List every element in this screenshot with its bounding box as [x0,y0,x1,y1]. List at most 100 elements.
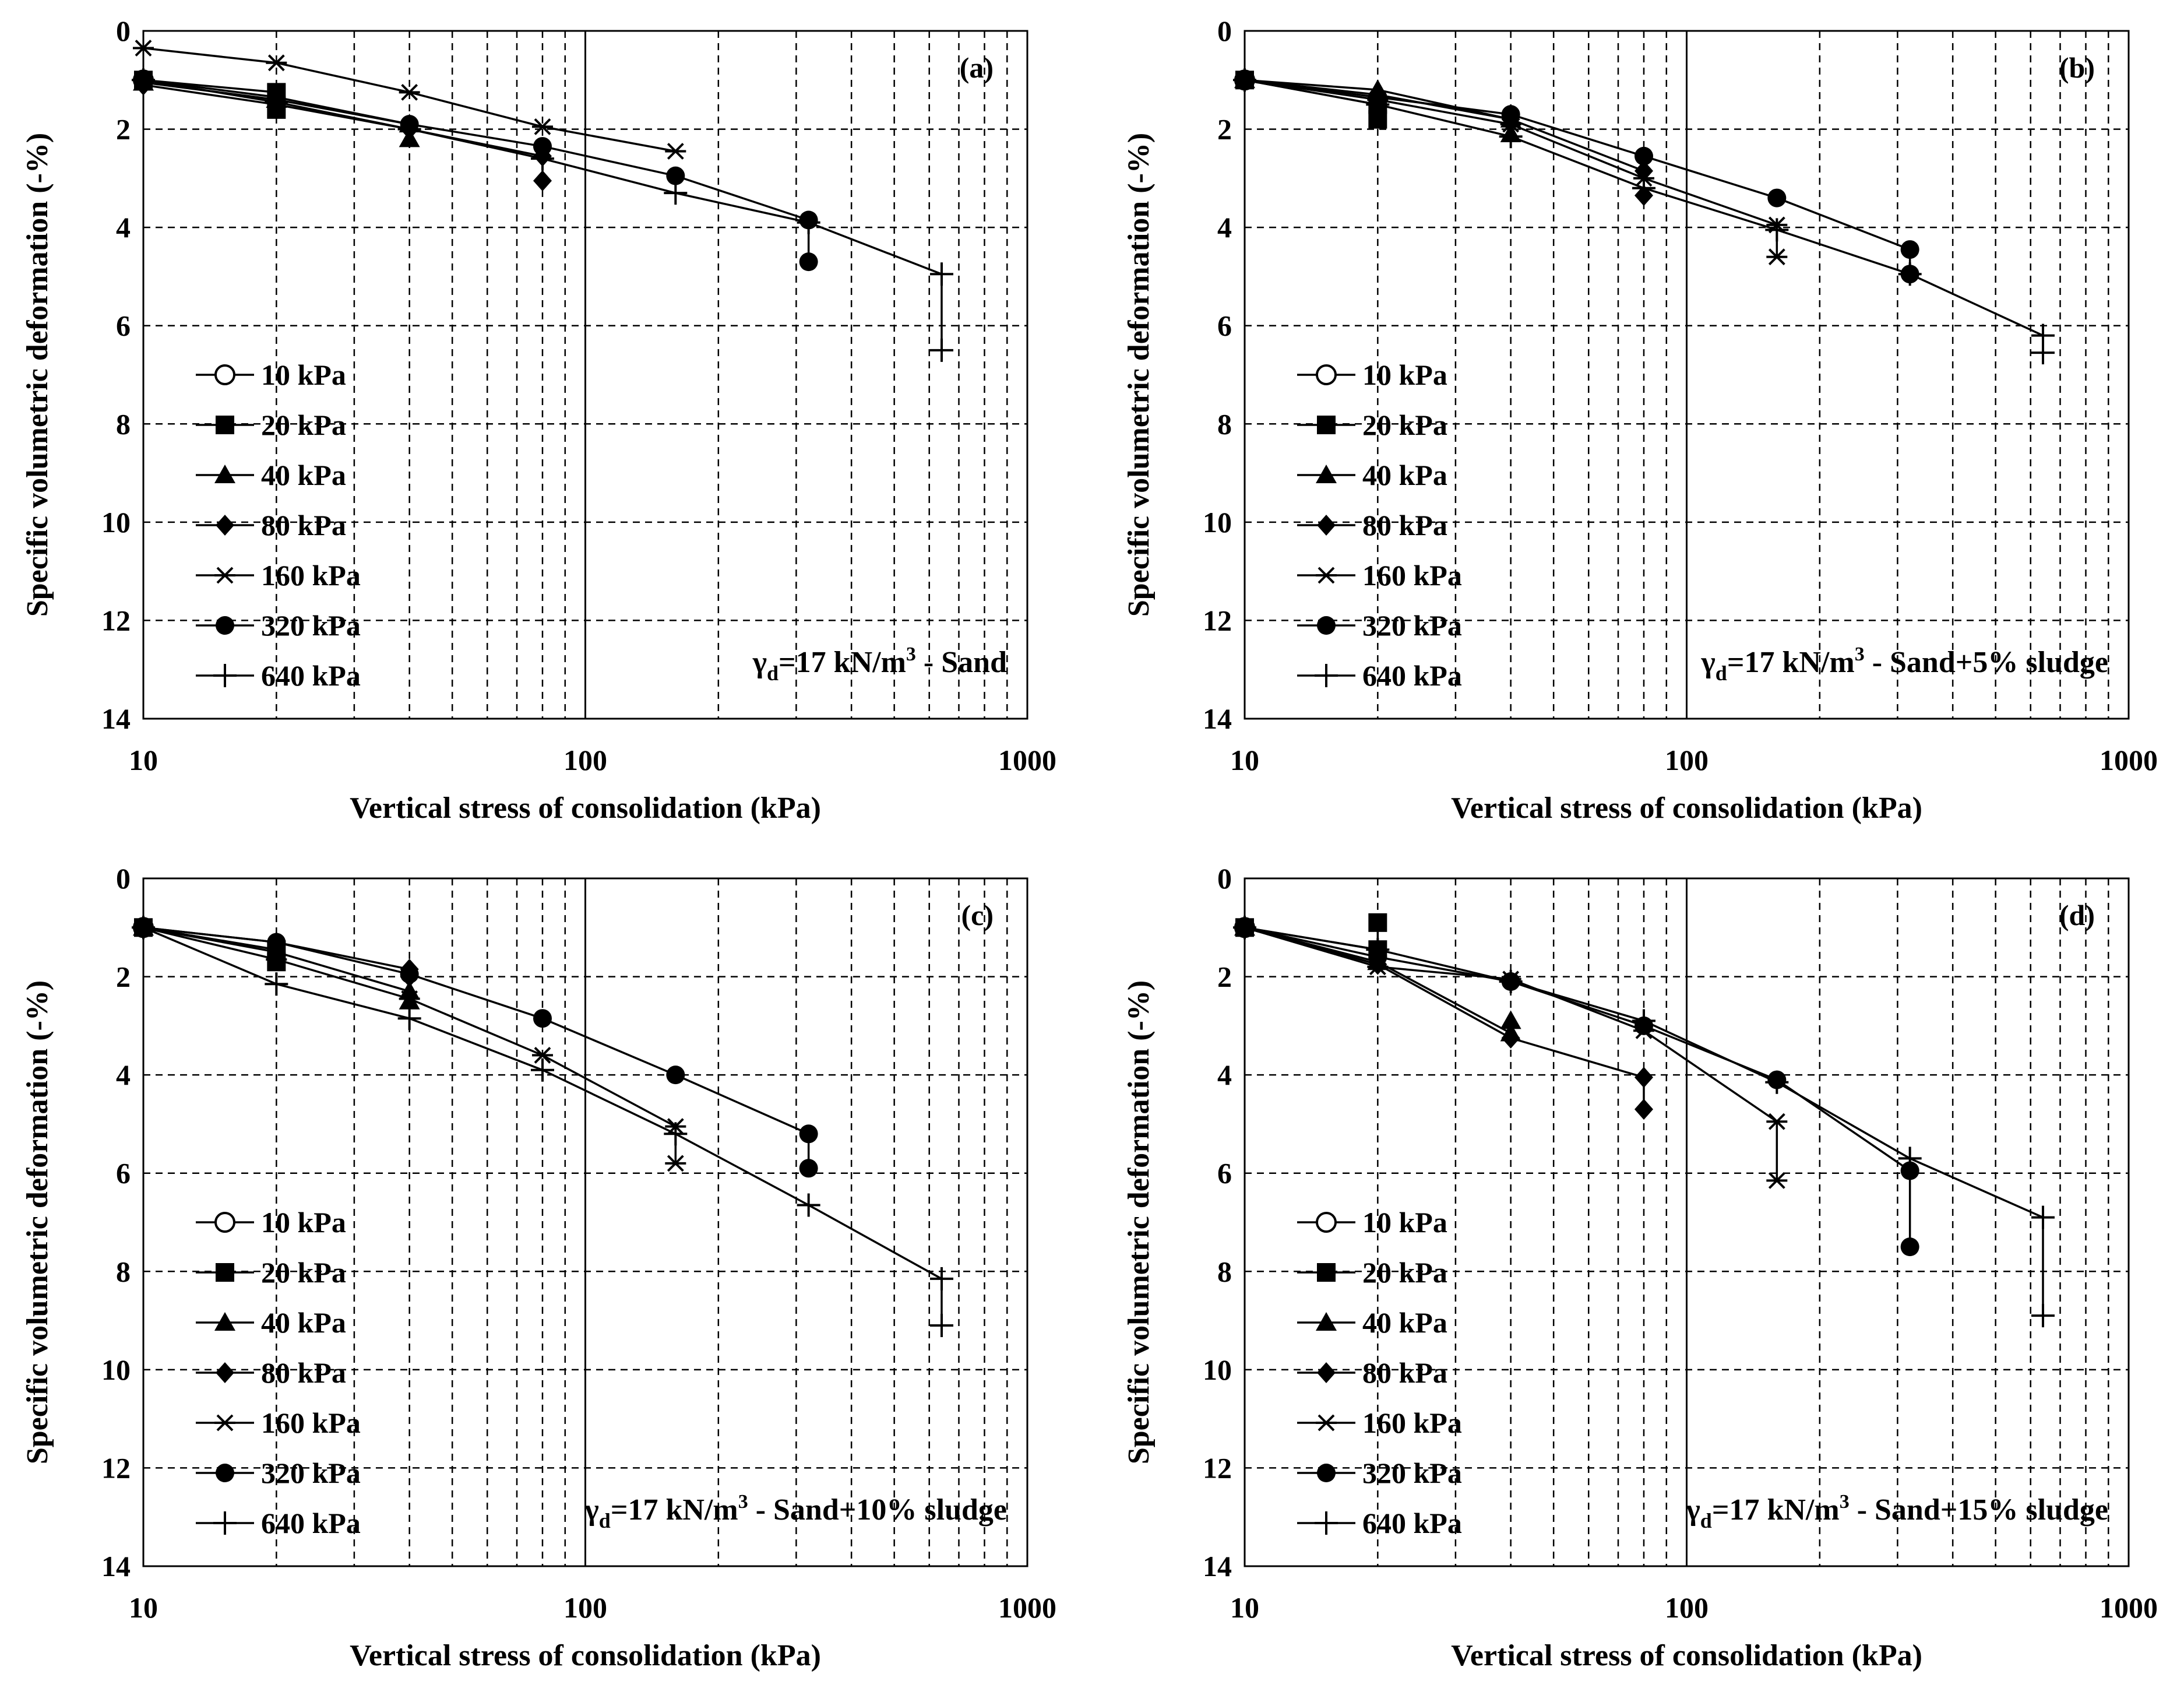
y-axis-title: Specific volumetric deformation (-%) [1122,980,1156,1464]
legend-label: 10 kPa [261,358,346,391]
legend-label: 80 kPa [1362,509,1447,541]
y-tick-label: 12 [1203,1451,1232,1484]
series-line [1244,926,1644,1079]
legend-label: 20 kPa [261,1256,346,1289]
legend-marker [1317,616,1336,635]
y-tick-label: 6 [1217,310,1232,342]
y-tick-label: 8 [116,1255,131,1288]
legend: 10 kPa 20 kPa 40 kPa 80 kPa 160 kPa 320 kPa 64… [196,358,361,692]
series-6 [134,71,818,272]
series-group [132,40,953,362]
series-4 [134,74,552,192]
y-tick-label: 14 [1203,702,1232,735]
legend-item: 80 kPa [196,1356,346,1389]
plot-frame [1244,30,2130,720]
legend-label: 20 kPa [261,409,346,441]
y-tick-label: 0 [116,15,131,47]
data-point [2031,341,2055,365]
legend-label: 160 kPa [1362,1406,1462,1439]
y-axis-title: Specific volumetric deformation (-%) [21,980,54,1464]
data-point [929,1267,953,1290]
plot-frame [142,30,1028,720]
legend-item: 160 kPa [196,559,361,592]
y-tick-label: 2 [116,113,131,146]
legend-item: 320 kPa [1297,1457,1462,1489]
data-point [530,147,554,171]
legend-item: 40 kPa [1297,1306,1447,1339]
legend-marker [1317,515,1336,536]
y-tick-label: 4 [116,211,131,244]
x-tick-label: 100 [1665,744,1709,776]
legend-marker [1315,664,1338,687]
x-tick-label: 1000 [998,744,1056,776]
data-point [531,1047,553,1064]
gridlines [1245,31,2129,719]
legend-marker [214,1212,235,1233]
x-tick-label: 1000 [2100,744,2158,776]
legend: 10 kPa 20 kPa 40 kPa 80 kPa 160 kPa 320 kPa 64… [1297,358,1462,692]
data-point [1499,970,1523,993]
y-axis-title: Specific volumetric deformation (-%) [1122,133,1156,617]
legend-label: 160 kPa [1362,559,1462,592]
data-point [664,1122,688,1146]
data-point [266,951,287,968]
legend-label: 20 kPa [1362,1256,1447,1289]
legend-item: 20 kPa [1297,409,1447,441]
legend: 10 kPa 20 kPa 40 kPa 80 kPa 160 kPa 320 kPa 64… [196,1206,361,1539]
legend-marker [1317,1263,1336,1282]
legend-marker [216,515,234,536]
y-tick-label: 0 [116,862,131,895]
data-point [1233,916,1256,940]
legend-marker [216,616,234,635]
legend-marker [1316,1312,1337,1331]
data-point [665,143,686,160]
data-point [1366,938,1390,962]
legend-label: 640 kPa [1362,659,1462,692]
series-2 [1235,913,1387,959]
y-tick-label: 8 [1217,407,1232,440]
legend-item: 640 kPa [196,1507,361,1539]
data-point [799,1159,818,1178]
y-tick-label: 10 [101,506,131,539]
data-point [1765,218,1789,242]
data-point [1765,1070,1789,1094]
x-tick-label: 100 [563,1591,607,1624]
chart-panel-1: 0 2 4 6 8 10 12 14 10 100 1000 Vertical stress of c… [21,15,1056,825]
data-point [665,1155,686,1172]
legend-label: 40 kPa [261,459,346,491]
series-group [1233,68,2055,365]
legend-label: 10 kPa [1362,1206,1447,1239]
plot-frame [1244,877,2130,1567]
y-tick-label: 0 [1217,15,1232,47]
y-tick-label: 4 [1217,1059,1232,1091]
legend-label: 10 kPa [261,1206,346,1239]
data-point [530,1058,554,1082]
series-5 [133,40,686,160]
data-point [533,170,552,192]
y-tick-label: 0 [1217,862,1232,895]
legend-item: 20 kPa [1297,1256,1447,1289]
legend-label: 320 kPa [261,1457,361,1489]
data-point [1634,146,1653,166]
series-line [1244,79,1644,172]
legend-marker [1316,1212,1337,1233]
panel-label: (b) [2059,51,2095,84]
y-tick-label: 8 [1217,1255,1232,1288]
legend-item: 20 kPa [196,1256,346,1289]
series-line [143,926,809,1135]
data-point [1499,125,1523,149]
chart-panel-3: 0 2 4 6 8 10 12 14 10 100 1000 Vertical stress of c… [21,862,1056,1672]
data-point [399,83,420,101]
x-tick-label: 100 [1665,1591,1709,1624]
chart-panel-4: 0 2 4 6 8 10 12 14 10 100 1000 Vertical stress of c… [1122,862,2158,1672]
legend-marker [214,567,235,584]
series-6 [1235,71,1919,284]
data-point [132,916,155,940]
data-point [1767,188,1787,208]
data-point [533,137,552,156]
legend-item: 160 kPa [1297,1406,1462,1439]
legend-item: 40 kPa [1297,459,1447,491]
x-tick-label: 10 [1230,1591,1259,1624]
legend-label: 40 kPa [1362,459,1447,491]
legend-marker [1316,1414,1337,1432]
